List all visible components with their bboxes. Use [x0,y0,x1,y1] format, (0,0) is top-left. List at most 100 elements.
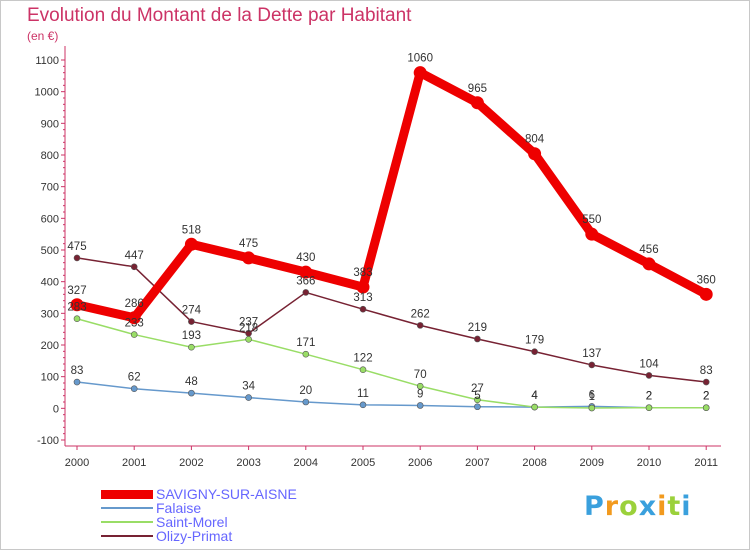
y-tick-label: 0 [53,403,59,415]
data-label: 9 [417,388,423,400]
data-point [416,382,424,390]
logo-letter: P [584,491,605,522]
data-label: 20 [299,385,312,397]
data-point [645,372,653,379]
x-tick-label: 2011 [694,457,718,469]
logo-letter: i [657,491,668,522]
data-label: 274 [182,305,202,317]
data-point [73,378,81,386]
proxiti-logo: Proxiti [584,491,692,522]
data-point [474,335,481,343]
logo-letter: r [604,491,620,522]
data-point [245,335,252,343]
data-label: 48 [185,376,198,388]
y-tick-label: 100 [41,372,59,384]
legend-swatch [101,535,153,537]
logo-letter: i [681,491,692,522]
logo-letter: o [619,491,639,522]
series-line [72,68,711,323]
data-point [585,227,599,241]
data-label: 475 [239,238,258,250]
data-point [702,378,710,386]
x-tick-label: 2003 [236,457,260,469]
data-point [127,311,141,325]
data-point [242,251,256,265]
data-point [474,403,481,411]
chart-legend: SAVIGNY-SUR-AISNE Falaise Saint-Morel Olizy… [101,487,297,543]
data-point [642,257,656,271]
x-tick-label: 2010 [637,457,661,469]
x-tick-label: 2002 [179,457,203,469]
legend-item: Olizy-Primat [101,529,297,543]
data-label: 804 [525,134,545,146]
data-label: 171 [296,337,315,349]
y-tick-label: -100 [37,435,59,447]
data-label: 1060 [407,53,433,65]
data-point [702,404,710,412]
data-label: 70 [414,369,427,381]
x-tick-label: 2005 [351,457,375,469]
x-tick-label: 2004 [294,457,318,469]
series-line [76,257,707,383]
legend-item: Saint-Morel [101,515,297,529]
data-label: 366 [296,275,315,287]
y-tick-label: 1100 [35,55,59,67]
data-point [188,343,195,351]
data-label: 137 [582,348,601,360]
series-line [76,381,707,409]
data-point [588,404,596,412]
data-label: 237 [239,316,258,328]
legend-swatch [101,521,153,523]
chart-title: Evolution du Montant de la Dette par Hab… [27,5,412,26]
data-label: 2 [703,391,709,403]
legend-swatch [101,507,153,509]
logo-letter: t [667,491,682,522]
x-tick-label: 2006 [408,457,432,469]
data-point [474,396,481,404]
data-point [302,289,310,296]
data-point [302,398,310,406]
data-point [359,366,367,374]
y-tick-label: 500 [41,245,59,257]
data-label: 27 [471,383,484,395]
data-label: 430 [296,252,315,264]
data-label: 550 [582,214,601,226]
data-label: 104 [639,358,659,370]
data-label: 1 [589,391,595,403]
x-tick-label: 2001 [122,457,146,469]
data-point [588,361,596,369]
data-label: 6 [589,389,595,401]
data-point [73,315,81,323]
data-point [188,318,195,325]
data-point [531,403,538,411]
x-tick-label: 2009 [580,457,604,469]
data-label: 83 [700,365,713,377]
y-tick-label: 800 [41,150,59,162]
data-label: 5 [474,390,480,402]
data-point [416,402,424,409]
data-label: 218 [239,322,258,334]
data-label: 122 [353,353,372,365]
data-label: 965 [468,83,487,95]
x-tick-label: 2008 [522,457,546,469]
legend-label: Saint-Morel [156,514,228,530]
y-tick-label: 1000 [35,87,59,99]
y-tick-label: 900 [41,118,59,130]
data-point [188,389,195,397]
data-point [531,348,538,355]
data-label: 4 [531,390,538,402]
data-label: 262 [411,308,430,320]
data-label: 447 [125,250,144,262]
data-point [245,394,252,401]
data-point [130,385,138,393]
data-label: 475 [67,241,86,253]
data-label: 34 [242,381,255,393]
data-label: 383 [353,267,372,279]
data-label: 2 [646,391,652,403]
data-label: 4 [531,390,538,402]
data-point [184,237,198,251]
data-label: 193 [182,330,201,342]
data-label: 179 [525,335,544,347]
